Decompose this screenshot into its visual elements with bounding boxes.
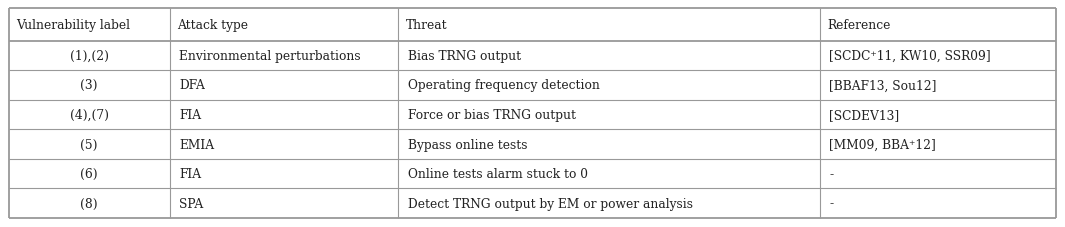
Text: Threat: Threat [406,19,447,32]
Text: -: - [830,167,833,180]
Text: [SCDEV13]: [SCDEV13] [830,109,899,121]
Text: Detect TRNG output by EM or power analysis: Detect TRNG output by EM or power analys… [408,197,693,210]
Text: Bias TRNG output: Bias TRNG output [408,50,521,63]
Text: FIA: FIA [180,167,201,180]
Text: (6): (6) [80,167,98,180]
Text: -: - [830,197,833,210]
Text: SPA: SPA [180,197,203,210]
Text: Attack type: Attack type [178,19,248,32]
Text: EMIA: EMIA [180,138,215,151]
Text: Bypass online tests: Bypass online tests [408,138,527,151]
Text: (1),(2): (1),(2) [69,50,109,63]
Text: Operating frequency detection: Operating frequency detection [408,79,600,92]
Text: Online tests alarm stuck to 0: Online tests alarm stuck to 0 [408,167,588,180]
Text: [BBAF13, Sou12]: [BBAF13, Sou12] [830,79,936,92]
Text: [MM09, BBA⁺12]: [MM09, BBA⁺12] [830,138,936,151]
Text: [SCDC⁺11, KW10, SSR09]: [SCDC⁺11, KW10, SSR09] [830,50,990,63]
Text: (3): (3) [81,79,98,92]
Text: FIA: FIA [180,109,201,121]
Text: Reference: Reference [828,19,890,32]
Text: Force or bias TRNG output: Force or bias TRNG output [408,109,576,121]
Text: Vulnerability label: Vulnerability label [16,19,130,32]
Text: Environmental perturbations: Environmental perturbations [180,50,361,63]
Text: (5): (5) [81,138,98,151]
Text: (8): (8) [80,197,98,210]
Text: DFA: DFA [180,79,206,92]
Text: (4),(7): (4),(7) [69,109,109,121]
